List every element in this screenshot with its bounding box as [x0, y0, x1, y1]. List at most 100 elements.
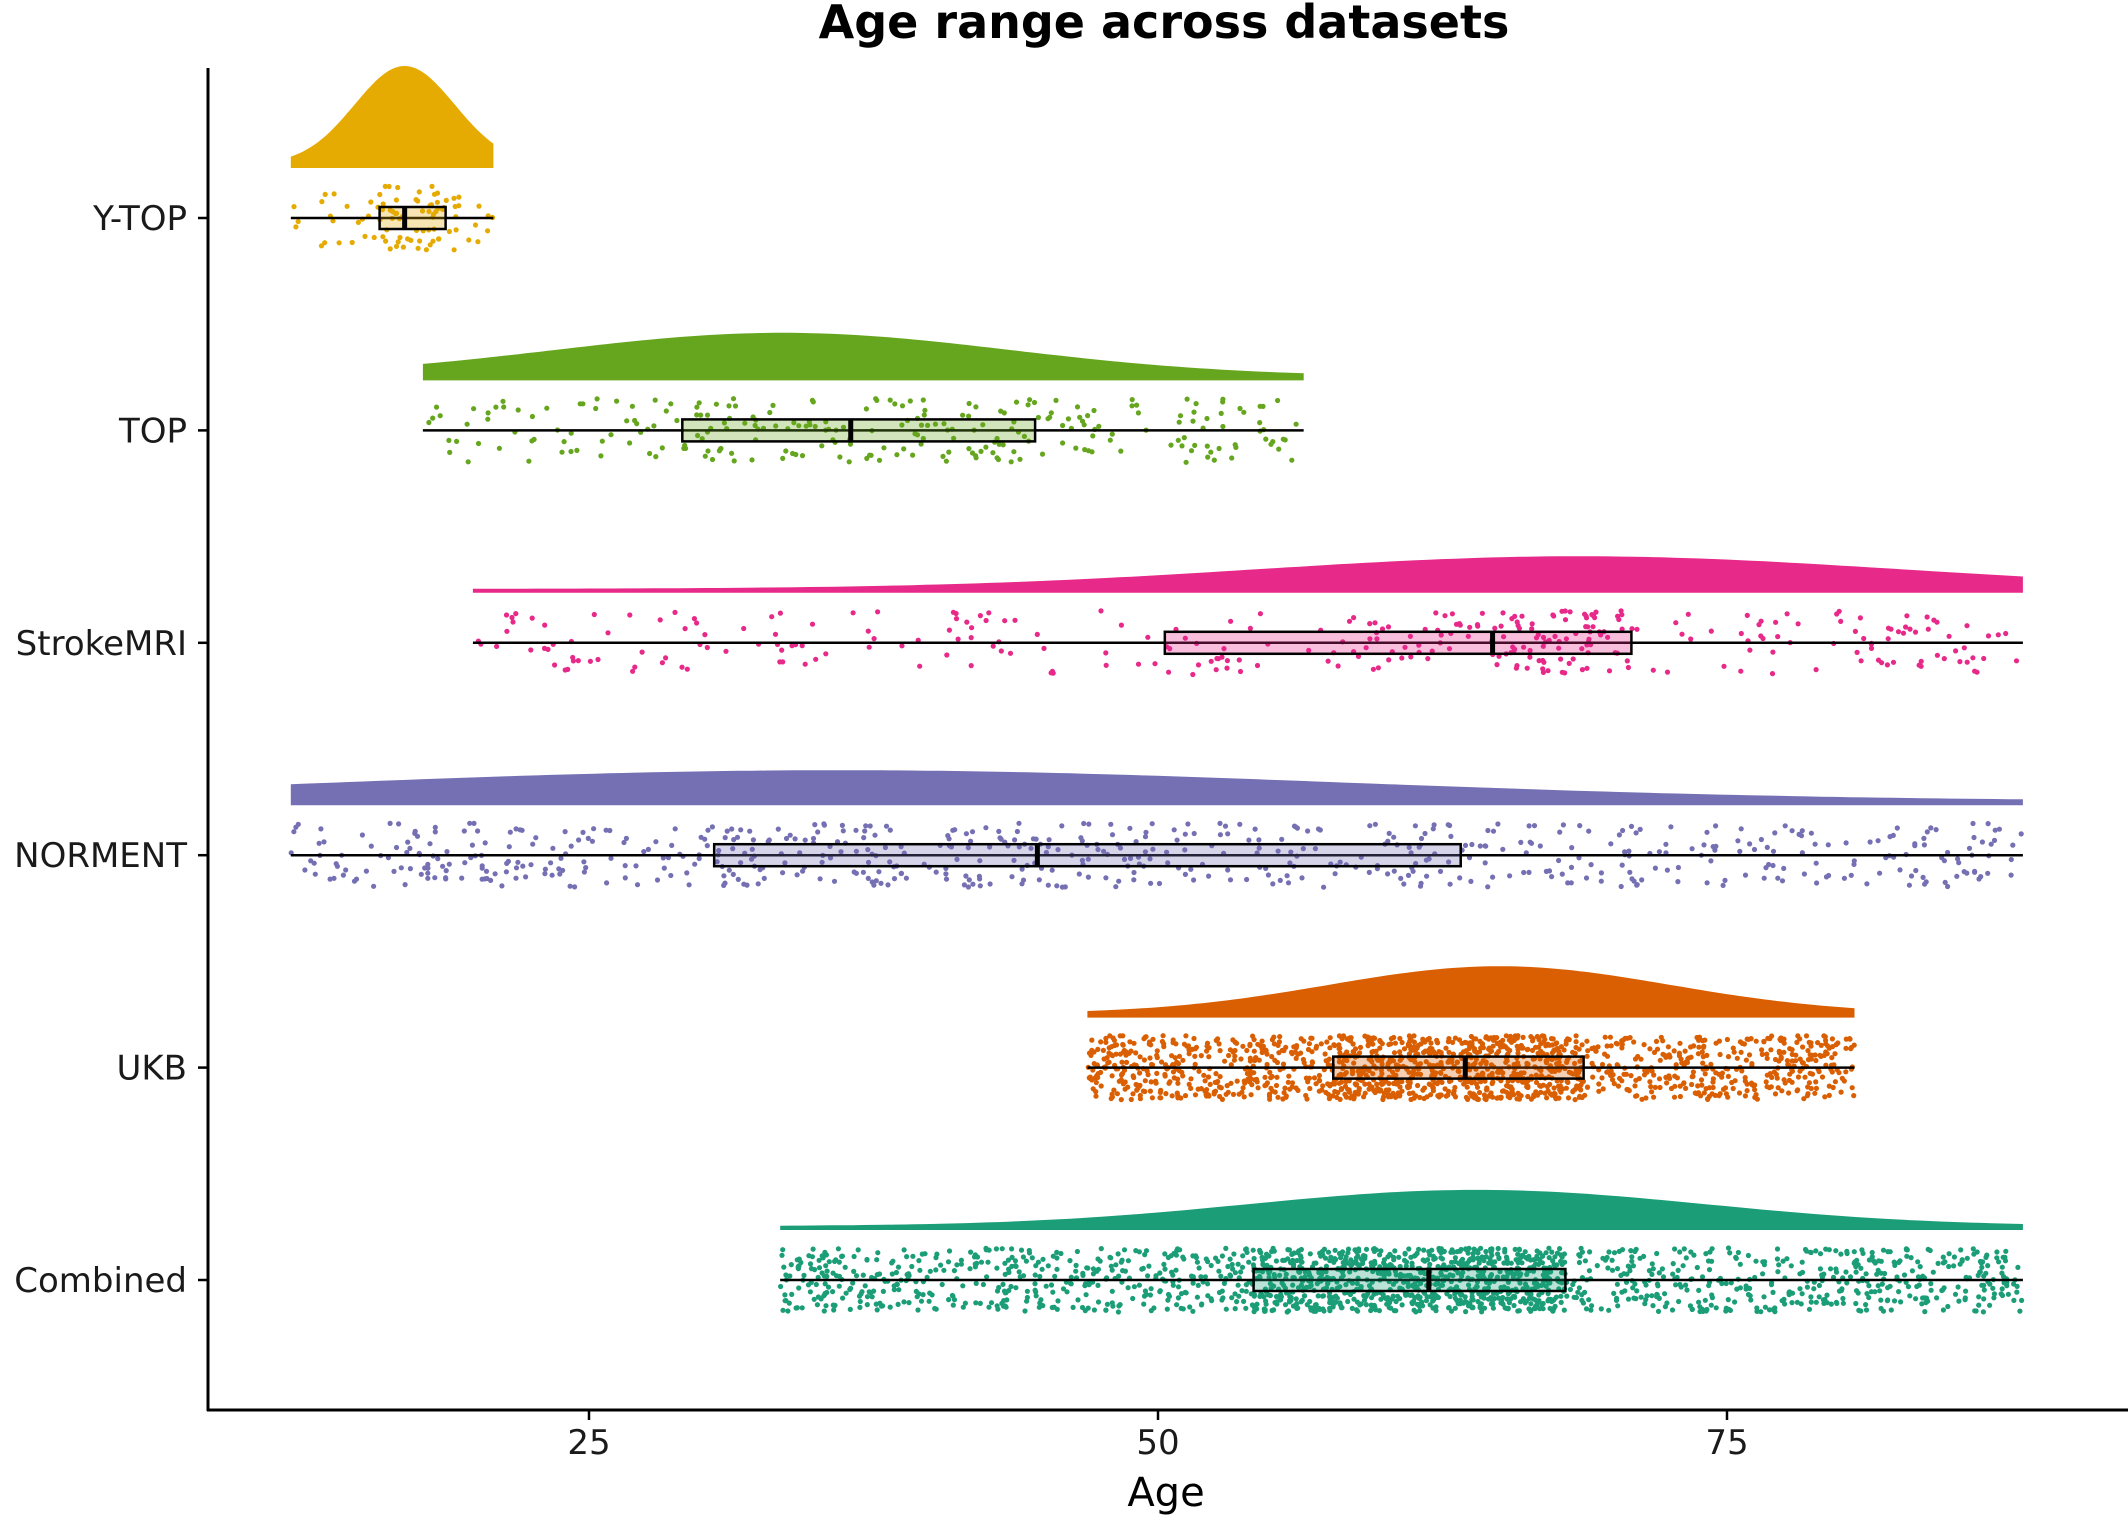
data-point	[1431, 1297, 1437, 1303]
data-point	[1803, 1033, 1810, 1039]
data-point	[1662, 1291, 1668, 1297]
data-point	[1365, 1291, 1371, 1297]
data-point	[1417, 1094, 1423, 1101]
data-point	[1772, 1091, 1779, 1097]
data-point	[850, 610, 856, 616]
data-point	[1446, 1036, 1452, 1042]
data-point	[1763, 1079, 1769, 1085]
data-point	[1985, 870, 1991, 876]
data-point	[1342, 1257, 1348, 1263]
data-point	[1490, 828, 1497, 834]
data-point	[1397, 1049, 1403, 1055]
data-point	[1147, 1292, 1153, 1298]
data-point	[1540, 1253, 1546, 1259]
data-point	[672, 826, 678, 832]
data-point	[1169, 1093, 1175, 1099]
data-point	[1743, 1057, 1749, 1063]
data-point	[1268, 441, 1274, 447]
data-point	[1838, 618, 1844, 625]
data-point	[1068, 1280, 1074, 1287]
data-point	[661, 865, 667, 871]
data-point	[528, 862, 534, 868]
data-point	[847, 441, 854, 447]
data-point	[939, 1281, 945, 1288]
data-point	[1213, 1071, 1219, 1077]
data-point	[1549, 874, 1555, 880]
data-point	[2003, 630, 2009, 637]
data-point	[1869, 1249, 1875, 1256]
data-point	[1538, 1089, 1544, 1095]
data-point	[1225, 867, 1231, 873]
data-point	[679, 664, 685, 670]
data-point	[1606, 668, 1613, 674]
data-point	[568, 843, 574, 849]
data-point	[1357, 1050, 1363, 1056]
data-point	[840, 1295, 846, 1301]
data-point	[1704, 1306, 1710, 1313]
data-point	[589, 838, 596, 844]
data-point	[910, 1253, 916, 1259]
data-point	[1118, 1097, 1124, 1103]
data-point	[1127, 1039, 1133, 1045]
data-point	[1558, 1089, 1564, 1095]
data-point	[1615, 1083, 1622, 1089]
data-point	[1481, 1258, 1487, 1264]
data-point	[1409, 1300, 1415, 1306]
data-point	[1228, 618, 1234, 624]
data-point	[1614, 1295, 1620, 1301]
data-point	[1505, 1093, 1511, 1100]
data-point	[1598, 870, 1604, 876]
data-point	[1851, 1249, 1857, 1255]
data-point	[1240, 1043, 1246, 1049]
data-point	[796, 423, 802, 429]
data-point	[1016, 1269, 1022, 1275]
data-point	[1463, 1247, 1469, 1253]
data-point	[1829, 1055, 1835, 1061]
data-point	[351, 878, 358, 884]
data-point	[302, 867, 308, 873]
data-point	[1313, 1306, 1320, 1312]
data-point	[1578, 1087, 1584, 1093]
data-point	[423, 247, 429, 253]
data-point	[1564, 1293, 1570, 1299]
data-point	[1276, 1050, 1282, 1056]
data-point	[925, 422, 931, 428]
data-point	[874, 1307, 880, 1313]
data-point	[887, 859, 893, 865]
data-point	[1457, 622, 1463, 628]
data-point	[783, 448, 789, 454]
data-point	[1193, 1254, 1199, 1261]
data-point	[1438, 1255, 1444, 1261]
data-point	[946, 1248, 953, 1254]
data-point	[1243, 1305, 1249, 1311]
data-point	[1769, 671, 1776, 677]
data-point	[1934, 652, 1940, 658]
data-point	[969, 625, 975, 631]
data-point	[1641, 1253, 1647, 1259]
data-point	[1743, 1286, 1749, 1292]
data-point	[1557, 1083, 1563, 1089]
data-point	[1981, 1296, 1987, 1302]
data-point	[1379, 1041, 1385, 1047]
data-point	[1898, 1299, 1904, 1305]
data-point	[1817, 1266, 1823, 1272]
data-point	[1998, 1291, 2004, 1297]
data-point	[1738, 630, 1744, 637]
data-point	[1101, 848, 1107, 854]
data-point	[699, 436, 705, 442]
data-point	[1720, 882, 1726, 889]
data-point	[1547, 1280, 1553, 1286]
data-point	[1789, 1300, 1795, 1306]
data-point	[1896, 1259, 1902, 1265]
data-point	[1595, 1044, 1601, 1050]
data-point	[1002, 618, 1008, 624]
data-point	[1262, 1074, 1268, 1080]
data-point	[1863, 1271, 1869, 1277]
data-point	[1812, 1090, 1818, 1096]
data-point	[1227, 1047, 1233, 1053]
data-point	[542, 866, 549, 872]
density-ukb	[1087, 966, 1855, 1018]
data-point	[1677, 1281, 1683, 1288]
data-point	[1606, 1307, 1612, 1313]
x-tick-label: 25	[567, 1423, 610, 1463]
